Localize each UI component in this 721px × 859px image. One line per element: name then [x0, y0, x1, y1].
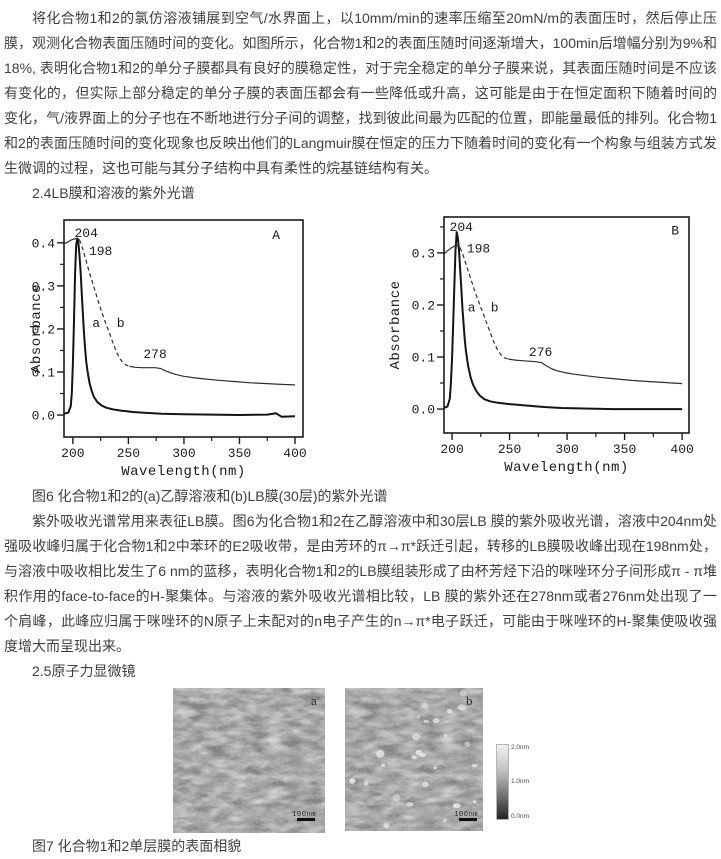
svg-text:A: A: [272, 228, 280, 243]
uv-spectrum-chart-B: 200 250 300 350 400 0.0 0.1 0.2 0.3 Wavelength(nm…: [388, 216, 694, 476]
afm-image-b-label: b: [466, 693, 473, 708]
afm-image-b: b 100nm: [345, 688, 483, 831]
uv-spectrum-chart-A: 200 250 300 350 400 0.0 0.1 0.2 0.3 0.4 Wavelength…: [29, 219, 307, 480]
svg-text:0.3: 0.3: [32, 279, 55, 294]
colorbar-label-1nm: 1.0nm: [511, 778, 530, 785]
svg-text:300: 300: [172, 446, 195, 461]
svg-text:Absorbance: Absorbance: [29, 284, 45, 373]
afm-a-grain-texture: [173, 688, 325, 833]
svg-text:400: 400: [670, 442, 693, 457]
figure-7: a 100nm b 100nm 2.0nm 1.0nm 0.0nm: [173, 688, 717, 834]
figure-6: 200 250 300 350 400 0.0 0.1 0.2 0.3 0.4 Wavelength…: [28, 210, 717, 484]
svg-text:250: 250: [498, 442, 521, 457]
svg-text:350: 350: [228, 446, 251, 461]
figure-6-caption: 图6 化合物1和2的(a)乙醇溶液和(b)LB膜(30层)的紫外光谱: [32, 488, 388, 504]
svg-text:Wavelength(nm): Wavelength(nm): [121, 464, 246, 480]
paragraph-uv-analysis: 紫外吸收光谱常用来表征LB膜。图6为化合物1和2在乙醇溶液中和30层LB 膜的紫…: [4, 513, 717, 654]
svg-text:B: B: [671, 224, 679, 239]
svg-text:0.4: 0.4: [32, 236, 56, 251]
svg-text:250: 250: [117, 446, 140, 461]
afm-image-a-label: a: [311, 693, 317, 708]
svg-text:400: 400: [283, 446, 306, 461]
afm-image-b-wrap: b 100nm: [345, 688, 483, 836]
svg-text:0.1: 0.1: [32, 365, 56, 380]
section-heading-2-5: 2.5原子力显微镜: [32, 663, 136, 679]
svg-text:200: 200: [61, 446, 84, 461]
svg-text:278: 278: [143, 347, 166, 362]
afm-b-scalebar-text: 100nm: [454, 811, 478, 819]
paragraph-film-stability: 将化合物1和2的氯仿溶液铺展到空气/水界面上，以10mm/min的速率压缩至20…: [4, 10, 717, 176]
svg-text:198: 198: [89, 244, 112, 259]
afm-colorbar-gradient: [496, 744, 509, 820]
afm-a-scalebar-text: 100nm: [292, 811, 316, 819]
svg-text:0.2: 0.2: [32, 322, 55, 337]
svg-text:204: 204: [75, 226, 99, 241]
afm-a-scalebar: [297, 818, 315, 821]
colorbar-label-2nm: 2.0nm: [511, 744, 530, 751]
svg-text:204: 204: [450, 220, 474, 235]
svg-text:Wavelength(nm): Wavelength(nm): [504, 460, 629, 476]
section-heading-2-4: 2.4LB膜和溶液的紫外光谱: [32, 185, 195, 201]
afm-image-a: a 100nm: [173, 688, 325, 833]
afm-colorbar: 2.0nm 1.0nm 0.0nm: [496, 744, 533, 821]
colorbar-label-0nm: 0.0nm: [511, 813, 530, 820]
svg-text:276: 276: [529, 345, 552, 360]
svg-text:200: 200: [440, 442, 463, 457]
svg-text:198: 198: [467, 241, 490, 256]
svg-text:a: a: [468, 301, 476, 316]
svg-text:b: b: [491, 301, 499, 316]
svg-text:300: 300: [555, 442, 578, 457]
svg-text:0.3: 0.3: [412, 246, 435, 261]
svg-text:0.0: 0.0: [412, 403, 435, 418]
figure-7-caption: 图7 化合物1和2单层膜的表面相貌: [32, 838, 242, 854]
svg-text:0.0: 0.0: [32, 409, 55, 424]
svg-text:0.1: 0.1: [412, 351, 436, 366]
afm-b-domains: [349, 689, 478, 829]
afm-b-scalebar: [459, 818, 477, 821]
svg-text:350: 350: [613, 442, 636, 457]
svg-text:Absorbance: Absorbance: [388, 280, 404, 369]
svg-text:a: a: [92, 316, 100, 331]
afm-b-grain-texture: [345, 688, 483, 831]
svg-text:b: b: [117, 316, 125, 331]
svg-text:0.2: 0.2: [412, 298, 435, 313]
